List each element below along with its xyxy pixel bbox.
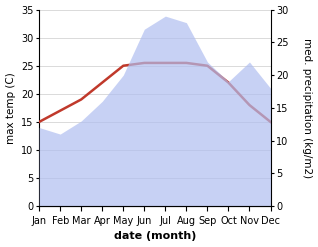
Y-axis label: med. precipitation (kg/m2): med. precipitation (kg/m2) [302, 38, 313, 178]
X-axis label: date (month): date (month) [114, 231, 196, 242]
Y-axis label: max temp (C): max temp (C) [5, 72, 16, 144]
